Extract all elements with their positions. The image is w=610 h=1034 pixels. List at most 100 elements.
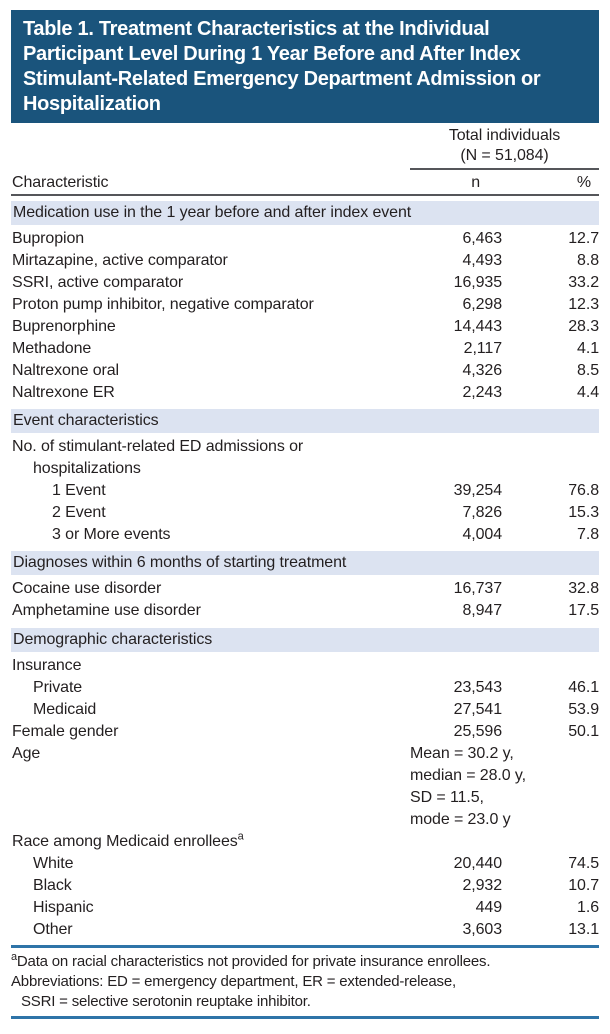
row-label: Naltrexone ER xyxy=(12,384,115,401)
table-row: Female gender 25,596 50.1 xyxy=(11,721,599,743)
cell-pct: 76.8 xyxy=(568,482,599,499)
age-statistics: Mean = 30.2 y, median = 28.0 y, SD = 11.… xyxy=(410,743,599,831)
row-label: Mirtazapine, active comparator xyxy=(12,252,228,269)
cell-pct: 74.5 xyxy=(568,855,599,872)
row-label: Race among Medicaid enrolleesa xyxy=(11,831,410,853)
row-label: Hispanic xyxy=(33,899,94,916)
table-row: White 20,440 74.5 xyxy=(11,853,599,875)
table-row: Naltrexone ER 2,243 4.4 xyxy=(11,382,599,404)
table-row: 1 Event 39,254 76.8 xyxy=(11,480,599,502)
footnotes: aData on racial characteristics not prov… xyxy=(11,952,599,1012)
footnote-text: Data on racial characteristics not provi… xyxy=(16,953,491,970)
table-row: SSRI, active comparator 16,935 33.2 xyxy=(11,272,599,294)
cell-n xyxy=(410,436,502,458)
cell-pct: 53.9 xyxy=(568,701,599,718)
cell-n xyxy=(410,655,502,677)
cell-n: 4,004 xyxy=(462,526,502,543)
footnote-line: aData on racial characteristics not prov… xyxy=(11,952,599,972)
cell-pct: 15.3 xyxy=(568,504,599,521)
cell-pct: 10.7 xyxy=(568,877,599,894)
row-label: Buprenorphine xyxy=(12,318,116,335)
cell-pct: 33.2 xyxy=(568,274,599,291)
cell-n: 23,543 xyxy=(453,679,502,696)
cell-pct xyxy=(502,831,599,853)
table-row: Amphetamine use disorder 8,947 17.5 xyxy=(11,600,599,622)
cell-pct: 13.1 xyxy=(568,921,599,938)
table-title: Table 1. Treatment Characteristics at th… xyxy=(11,10,599,123)
age-stat-line: SD = 11.5, xyxy=(410,789,484,806)
table-row: Bupropion 6,463 12.7 xyxy=(11,228,599,250)
table-row: 3 or More events 4,004 7.8 xyxy=(11,524,599,546)
section-rows-diagnoses: Cocaine use disorder 16,737 32.8 Ampheta… xyxy=(11,578,599,622)
age-stat-line: Mean = 30.2 y, xyxy=(410,745,514,762)
row-label: White xyxy=(33,855,74,872)
cell-pct xyxy=(502,436,599,458)
cell-pct xyxy=(502,655,599,677)
row-label: SSRI, active comparator xyxy=(12,274,184,291)
table-bottom-rule xyxy=(11,945,599,948)
row-label: 2 Event xyxy=(52,504,106,521)
cell-n: 20,440 xyxy=(453,855,502,872)
cell-n: 27,541 xyxy=(453,701,502,718)
section-rows-medication-use: Bupropion 6,463 12.7 Mirtazapine, active… xyxy=(11,228,599,404)
column-group-spacer xyxy=(11,126,410,170)
column-header-row: Characteristic n % xyxy=(11,170,599,196)
footnote-marker: a xyxy=(11,951,17,963)
cell-n: 25,596 xyxy=(453,723,502,740)
footnote-line: Abbreviations: ED = emergency department… xyxy=(11,973,456,990)
cell-pct xyxy=(502,458,599,480)
cell-pct: 8.5 xyxy=(577,362,599,379)
table-row: Cocaine use disorder 16,737 32.8 xyxy=(11,578,599,600)
table-row: Buprenorphine 14,443 28.3 xyxy=(11,316,599,338)
row-label: Cocaine use disorder xyxy=(12,580,162,597)
table-row: Other 3,603 13.1 xyxy=(11,919,599,941)
table-row: Proton pump inhibitor, negative comparat… xyxy=(11,294,599,316)
cell-pct: 17.5 xyxy=(568,602,599,619)
row-label: Amphetamine use disorder xyxy=(12,602,201,619)
cell-n: 16,737 xyxy=(453,580,502,597)
cell-n: 14,443 xyxy=(453,318,502,335)
table-title-line: Hospitalization xyxy=(23,93,161,115)
cell-pct: 50.1 xyxy=(568,723,599,740)
table-row: 2 Event 7,826 15.3 xyxy=(11,502,599,524)
section-header-diagnoses: Diagnoses within 6 months of starting tr… xyxy=(11,551,599,575)
table-figure: Table 1. Treatment Characteristics at th… xyxy=(0,10,610,1034)
table-row: Methadone 2,117 4.1 xyxy=(11,338,599,360)
cell-n: 449 xyxy=(475,899,503,916)
table-row: No. of stimulant-related ED admissions o… xyxy=(11,436,599,458)
section-header-medication-use: Medication use in the 1 year before and … xyxy=(11,201,599,225)
column-header-n: n xyxy=(471,174,480,191)
table-row: Mirtazapine, active comparator 4,493 8.8 xyxy=(11,250,599,272)
table-row: Insurance xyxy=(11,655,599,677)
table-title-line: Stimulant-Related Emergency Department A… xyxy=(23,68,541,90)
table-row: Medicaid 27,541 53.9 xyxy=(11,699,599,721)
total-individuals-count: (N = 51,084) xyxy=(460,147,549,164)
total-individuals-label: Total individuals xyxy=(448,127,561,144)
age-stat-line: median = 28.0 y, xyxy=(410,767,526,784)
cell-n: 4,326 xyxy=(462,362,502,379)
cell-pct: 12.7 xyxy=(568,230,599,247)
section-header-demographics: Demographic characteristics xyxy=(11,628,599,652)
row-label: Female gender xyxy=(12,723,119,740)
table-row: Naltrexone oral 4,326 8.5 xyxy=(11,360,599,382)
cell-n: 2,932 xyxy=(462,877,502,894)
table-title-line: Participant Level During 1 Year Before a… xyxy=(23,43,521,65)
table-row-age: Age Mean = 30.2 y, median = 28.0 y, SD =… xyxy=(11,743,599,831)
cell-n: 2,243 xyxy=(462,384,502,401)
figure-bottom-rule xyxy=(11,1016,599,1019)
cell-pct: 12.3 xyxy=(568,296,599,313)
row-label: Medicaid xyxy=(33,701,97,718)
row-label: hospitalizations xyxy=(33,460,141,477)
cell-n: 6,463 xyxy=(462,230,502,247)
total-individuals-header: Total individuals (N = 51,084) xyxy=(410,126,599,170)
cell-pct: 7.8 xyxy=(577,526,599,543)
row-label: 3 or More events xyxy=(52,526,171,543)
row-label-text: Race among Medicaid enrollees xyxy=(12,833,238,850)
cell-pct: 1.6 xyxy=(577,899,599,916)
table-row: Hispanic 449 1.6 xyxy=(11,897,599,919)
cell-pct: 4.1 xyxy=(577,340,599,357)
row-label: Other xyxy=(33,921,73,938)
cell-n: 39,254 xyxy=(453,482,502,499)
cell-n: 3,603 xyxy=(462,921,502,938)
row-label: Naltrexone oral xyxy=(12,362,120,379)
